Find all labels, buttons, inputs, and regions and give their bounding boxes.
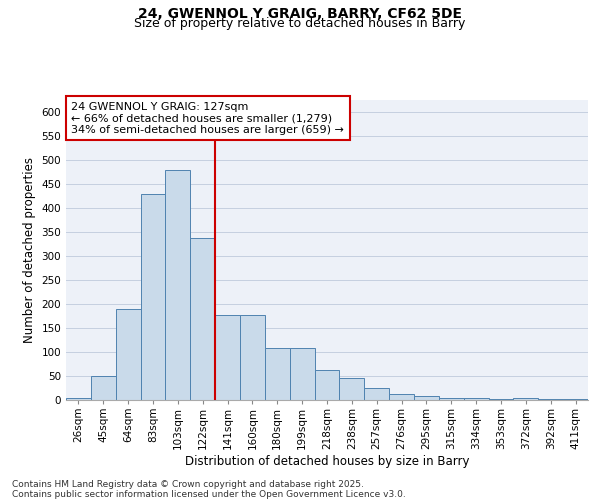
Bar: [538, 398, 563, 400]
Bar: [464, 398, 488, 400]
Bar: [563, 398, 588, 400]
Bar: [389, 394, 414, 400]
Bar: [488, 398, 514, 400]
Bar: [240, 314, 265, 400]
Text: Contains HM Land Registry data © Crown copyright and database right 2025.
Contai: Contains HM Land Registry data © Crown c…: [12, 480, 406, 499]
Bar: [190, 238, 215, 400]
Bar: [166, 170, 190, 400]
Bar: [290, 348, 314, 400]
Bar: [66, 398, 91, 400]
Text: 24 GWENNOL Y GRAIG: 127sqm
← 66% of detached houses are smaller (1,279)
34% of s: 24 GWENNOL Y GRAIG: 127sqm ← 66% of deta…: [71, 102, 344, 134]
Bar: [414, 396, 439, 400]
Bar: [116, 309, 140, 400]
Bar: [364, 388, 389, 400]
Bar: [340, 378, 364, 400]
Text: 24, GWENNOL Y GRAIG, BARRY, CF62 5DE: 24, GWENNOL Y GRAIG, BARRY, CF62 5DE: [138, 8, 462, 22]
Text: Size of property relative to detached houses in Barry: Size of property relative to detached ho…: [134, 18, 466, 30]
Bar: [215, 314, 240, 400]
Bar: [314, 370, 340, 400]
Y-axis label: Number of detached properties: Number of detached properties: [23, 157, 36, 343]
X-axis label: Distribution of detached houses by size in Barry: Distribution of detached houses by size …: [185, 454, 469, 468]
Bar: [91, 376, 116, 400]
Bar: [514, 398, 538, 400]
Bar: [265, 348, 290, 400]
Bar: [140, 194, 166, 400]
Bar: [439, 398, 464, 400]
